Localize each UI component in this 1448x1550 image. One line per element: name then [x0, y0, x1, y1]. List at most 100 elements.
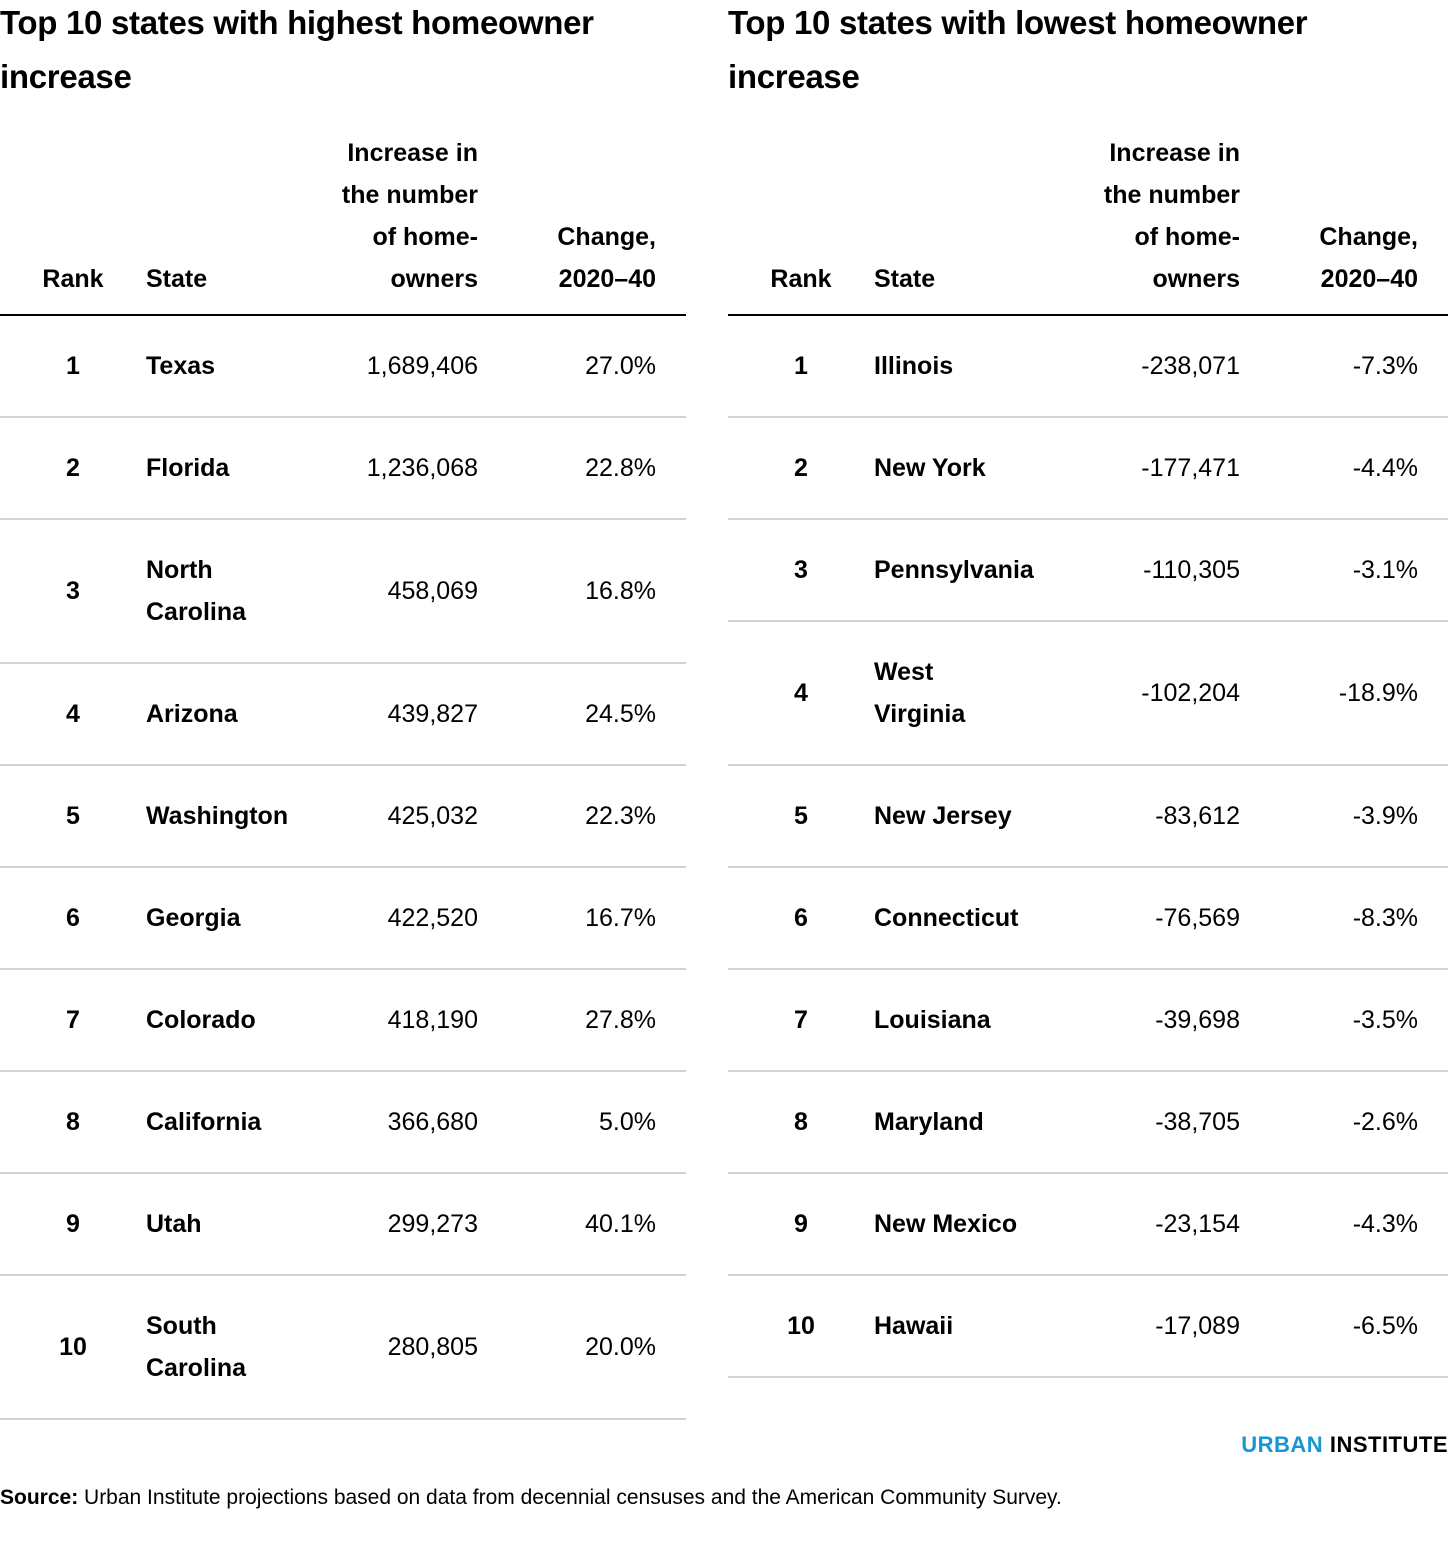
state-name-line: California — [146, 1108, 262, 1136]
header-row: Rank State Increase in the number of hom… — [728, 132, 1448, 316]
table-title: Top 10 states with highest homeowner inc… — [0, 4, 594, 95]
table-row: 3 North Carolina 458,069 16.8% — [0, 519, 686, 664]
state-cell: Louisiana — [874, 969, 1086, 1072]
increase-cell: -102,204 — [1086, 621, 1240, 766]
increase-cell: -17,089 — [1086, 1275, 1240, 1378]
table-row: 8 Maryland -38,705 -2.6% — [728, 1071, 1448, 1174]
rank-cell: 6 — [0, 867, 146, 970]
state-cell: Connecticut — [874, 867, 1086, 970]
state-cell: New York — [874, 417, 1086, 520]
table-row: 9 Utah 299,273 40.1% — [0, 1173, 686, 1276]
increase-cell: 439,827 — [296, 663, 478, 766]
increase-cell: 366,680 — [296, 1071, 478, 1174]
rank-cell: 2 — [728, 417, 874, 520]
rank-cell: 10 — [728, 1275, 874, 1378]
table-row: 6 Georgia 422,520 16.7% — [0, 867, 686, 970]
change-cell: -6.5% — [1240, 1275, 1448, 1378]
state-name-line: Maryland — [874, 1108, 984, 1136]
table-row: 5 Washington 425,032 22.3% — [0, 765, 686, 868]
table-row: 6 Connecticut -76,569 -8.3% — [728, 867, 1448, 970]
increase-cell: -238,071 — [1086, 315, 1240, 418]
increase-header: Increase in the number of home- owners — [296, 132, 478, 316]
rank-cell: 3 — [0, 519, 146, 664]
state-name-line: Colorado — [146, 1006, 256, 1034]
state-cell: Hawaii — [874, 1275, 1086, 1378]
change-header: Change, 2020–40 — [478, 132, 686, 316]
table-row: 5 New Jersey -83,612 -3.9% — [728, 765, 1448, 868]
change-cell: 22.3% — [478, 765, 686, 868]
rank-cell: 1 — [0, 315, 146, 418]
increase-cell: 418,190 — [296, 969, 478, 1072]
state-name-line: New Jersey — [874, 802, 1012, 830]
change-cell: -8.3% — [1240, 867, 1448, 970]
increase-cell: 1,689,406 — [296, 315, 478, 418]
urban-institute-logo: URBAN INSTITUTE — [1241, 1432, 1448, 1458]
increase-cell: 425,032 — [296, 765, 478, 868]
state-name-line: South — [146, 1312, 217, 1340]
change-cell: 24.5% — [478, 663, 686, 766]
rank-cell: 7 — [0, 969, 146, 1072]
state-name-line: Utah — [146, 1210, 202, 1238]
change-cell: 27.0% — [478, 315, 686, 418]
rank-cell: 5 — [728, 765, 874, 868]
state-header: State — [146, 132, 296, 316]
source-text: Urban Institute projections based on dat… — [78, 1486, 1062, 1509]
lowest-increase-table: Rank State Increase in the number of hom… — [728, 132, 1448, 1378]
source-label: Source: — [0, 1486, 79, 1509]
rank-cell: 3 — [728, 519, 874, 622]
table-row: 3 Pennsylvania -110,305 -3.1% — [728, 519, 1448, 622]
state-cell: North Carolina — [146, 519, 296, 664]
state-cell: Pennsylvania — [874, 519, 1086, 622]
table-title: Top 10 states with lowest homeowner incr… — [728, 4, 1308, 95]
state-name-line: Carolina — [146, 1354, 247, 1382]
rank-cell: 6 — [728, 867, 874, 970]
table-row: 10 South Carolina 280,805 20.0% — [0, 1275, 686, 1420]
rank-cell: 8 — [728, 1071, 874, 1174]
change-header: Change, 2020–40 — [1240, 132, 1448, 316]
change-cell: 20.0% — [478, 1275, 686, 1420]
state-name-line: North — [146, 556, 213, 584]
change-cell: 5.0% — [478, 1071, 686, 1174]
highest-increase-table: Rank State Increase in the number of hom… — [0, 132, 686, 1420]
change-cell: -3.1% — [1240, 519, 1448, 622]
state-name-line: New York — [874, 454, 986, 482]
state-name-line: West — [874, 658, 934, 686]
state-cell: Illinois — [874, 315, 1086, 418]
increase-cell: -177,471 — [1086, 417, 1240, 520]
state-name-line: Florida — [146, 454, 230, 482]
state-name-line: Arizona — [146, 700, 238, 728]
state-header: State — [874, 132, 1086, 316]
table-row: 9 New Mexico -23,154 -4.3% — [728, 1173, 1448, 1276]
change-cell: -3.9% — [1240, 765, 1448, 868]
rank-header: Rank — [0, 132, 146, 316]
increase-cell: 458,069 — [296, 519, 478, 664]
state-cell: Washington — [146, 765, 296, 868]
change-cell: -4.4% — [1240, 417, 1448, 520]
change-cell: 22.8% — [478, 417, 686, 520]
increase-cell: -110,305 — [1086, 519, 1240, 622]
state-cell: Arizona — [146, 663, 296, 766]
rank-cell: 9 — [728, 1173, 874, 1276]
state-name-line: Hawaii — [874, 1312, 954, 1340]
table-row: 10 Hawaii -17,089 -6.5% — [728, 1275, 1448, 1378]
table-row: 4 West Virginia -102,204 -18.9% — [728, 621, 1448, 766]
state-cell: Georgia — [146, 867, 296, 970]
state-cell: New Mexico — [874, 1173, 1086, 1276]
state-cell: New Jersey — [874, 765, 1086, 868]
state-name-line: Carolina — [146, 598, 247, 626]
increase-cell: 422,520 — [296, 867, 478, 970]
rank-cell: 2 — [0, 417, 146, 520]
state-name-line: Virginia — [874, 700, 966, 728]
state-name-line: Georgia — [146, 904, 241, 932]
source-note: Source: Urban Institute projections base… — [0, 1484, 1062, 1512]
table-row: 2 New York -177,471 -4.4% — [728, 417, 1448, 520]
change-cell: -4.3% — [1240, 1173, 1448, 1276]
rank-cell: 8 — [0, 1071, 146, 1174]
table-row: 1 Illinois -238,071 -7.3% — [728, 315, 1448, 418]
state-cell: South Carolina — [146, 1275, 296, 1420]
state-name-line: Texas — [146, 352, 216, 380]
increase-cell: 299,273 — [296, 1173, 478, 1276]
change-cell: -18.9% — [1240, 621, 1448, 766]
state-cell: Florida — [146, 417, 296, 520]
change-cell: -2.6% — [1240, 1071, 1448, 1174]
